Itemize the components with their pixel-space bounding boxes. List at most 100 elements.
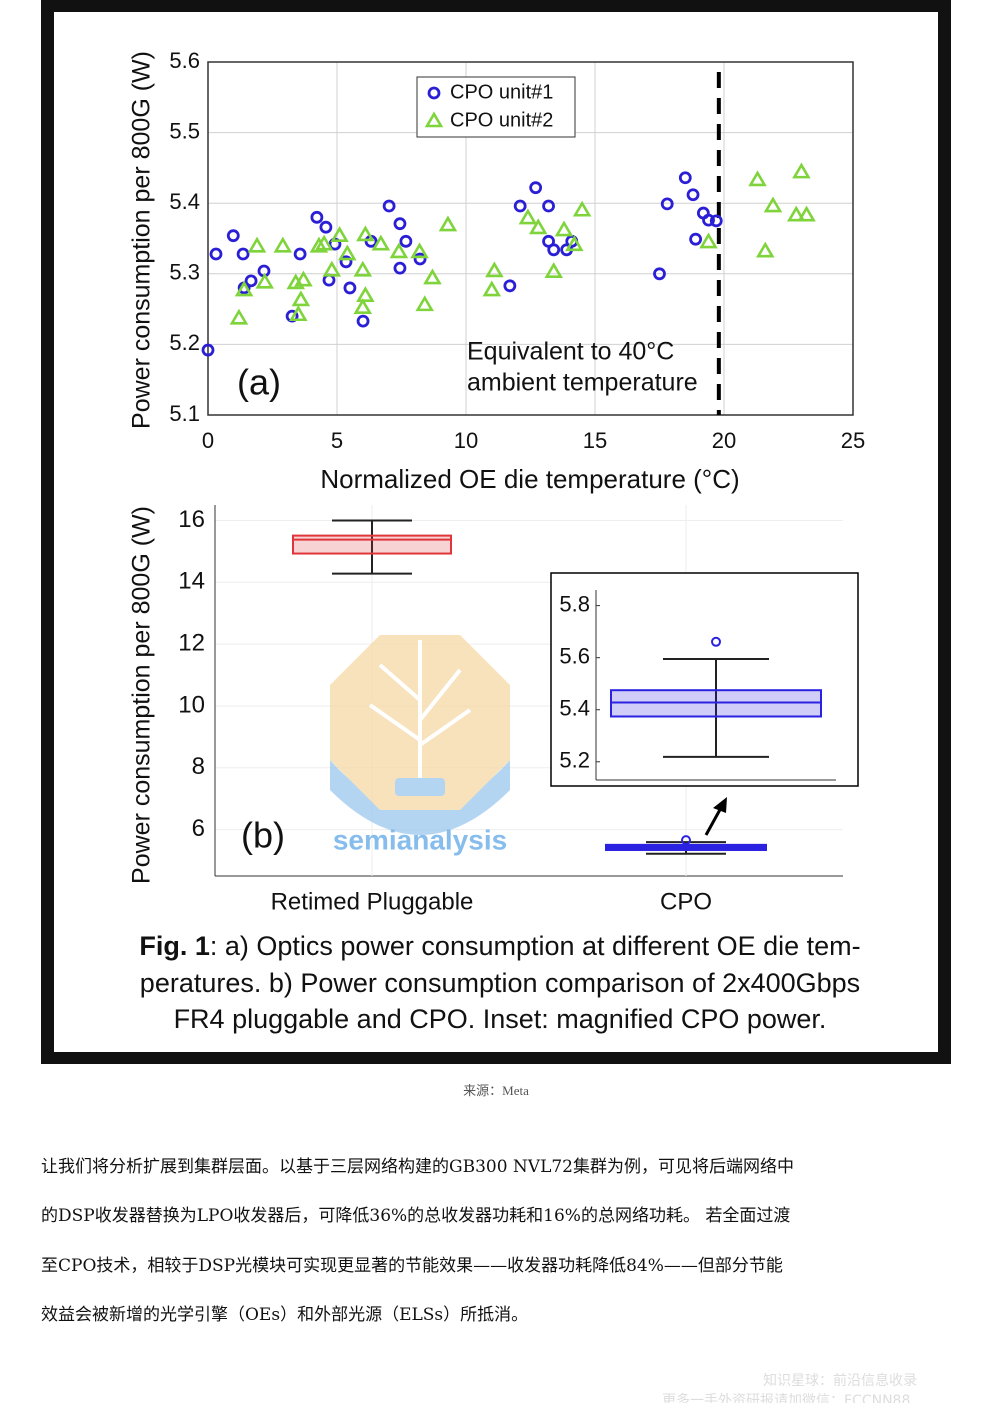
point	[356, 225, 375, 242]
x-axis-label: Normalized OE die temperature (°C)	[320, 464, 739, 494]
point	[322, 260, 342, 277]
panel-label: (a)	[237, 362, 281, 403]
point	[309, 236, 329, 253]
y-tick-label: 12	[178, 629, 205, 656]
panel-label: (b)	[241, 815, 285, 856]
paragraph-line: 效益会被新增的光学引擎（OEs）和外部光源（ELSs）所抵消。	[41, 1305, 529, 1325]
point	[353, 298, 373, 314]
y-axis-label: Power consumption per 800G (W)	[128, 506, 156, 884]
point	[565, 235, 584, 252]
x-tick-label: 20	[712, 428, 736, 453]
point	[273, 236, 293, 253]
point	[513, 199, 527, 213]
point	[415, 295, 434, 312]
point	[410, 242, 429, 259]
y-tick-label: 8	[192, 753, 205, 780]
x-tick-label: 15	[583, 428, 607, 453]
logo: semianalysis	[330, 635, 510, 855]
point	[709, 214, 723, 228]
point	[289, 305, 308, 322]
annotation: ambient temperature	[467, 369, 698, 397]
point	[797, 205, 816, 222]
point	[786, 205, 806, 222]
point	[330, 226, 349, 242]
point	[338, 244, 357, 261]
point	[201, 343, 215, 357]
figure-panel	[54, 12, 938, 1052]
point	[293, 247, 307, 261]
point	[236, 247, 250, 261]
point	[310, 210, 324, 224]
caption-line: Fig. 1: a) Optics power consumption at d…	[139, 931, 860, 961]
x-tick-label: Retimed Pluggable	[271, 888, 474, 915]
point	[518, 208, 538, 225]
caption-line: peratures. b) Power consumption comparis…	[140, 968, 860, 998]
point	[792, 162, 811, 179]
y-tick-label: 5.2	[169, 330, 200, 355]
point	[209, 247, 223, 261]
caption-label: Fig. 1	[139, 931, 210, 961]
y-tick-label: 16	[178, 506, 205, 533]
watermark: 知识星球：前沿信息收录	[763, 1373, 917, 1389]
x-tick-label: 25	[841, 428, 865, 453]
point	[702, 213, 715, 227]
point	[482, 280, 502, 297]
point	[371, 234, 391, 251]
y-tick-label: 5.4	[169, 189, 200, 214]
point	[229, 308, 249, 325]
point	[423, 268, 442, 285]
y-tick-label: 10	[178, 691, 205, 718]
caption-text: : a) Optics power consumption at differe…	[210, 931, 861, 961]
y-tick-label: 6	[192, 815, 205, 842]
point	[244, 274, 258, 288]
point	[748, 170, 767, 187]
y-axis-label: Power consumption per 800G (W)	[128, 51, 156, 429]
legend-label: CPO unit#1	[450, 81, 553, 103]
source: 来源：Meta	[463, 1083, 529, 1098]
point	[689, 232, 703, 246]
point	[226, 229, 240, 243]
point	[653, 267, 666, 281]
point	[763, 196, 783, 213]
logo-base	[395, 778, 445, 796]
logo-circuit	[368, 640, 472, 778]
point	[554, 220, 574, 237]
point	[356, 314, 370, 328]
point	[389, 242, 409, 259]
inset-y-tick-label: 5.8	[559, 591, 590, 616]
point	[528, 218, 548, 235]
y-tick-label: 14	[178, 568, 205, 595]
inset-arrow-head	[713, 797, 727, 813]
point	[247, 236, 267, 253]
inset-y-tick-label: 5.6	[559, 643, 590, 668]
point	[294, 270, 313, 287]
watermark: 更多一手外资研报请加微信：FCCNN88	[662, 1393, 911, 1403]
plot-frame	[207, 61, 854, 416]
legend-box	[416, 76, 576, 138]
x-tick-label: 10	[454, 428, 478, 453]
legend-marker	[424, 111, 444, 128]
legend-label: CPO unit#2	[450, 109, 553, 131]
point	[234, 280, 254, 297]
logo-bowl	[330, 760, 510, 835]
point	[291, 290, 311, 307]
point	[542, 199, 555, 213]
x-tick-label: 0	[202, 428, 214, 453]
legend-marker	[427, 86, 441, 100]
y-tick-label: 5.3	[169, 260, 200, 285]
inset-frame	[550, 572, 859, 787]
point	[529, 181, 543, 195]
point	[438, 215, 458, 232]
inset-y-tick-label: 5.4	[559, 696, 590, 721]
caption-line: FR4 pluggable and CPO. Inset: magnified …	[174, 1004, 827, 1034]
point	[393, 261, 407, 275]
point	[314, 234, 334, 251]
point	[393, 217, 407, 231]
point	[285, 309, 299, 323]
point	[699, 232, 718, 249]
point	[413, 252, 427, 266]
point	[660, 197, 674, 211]
point	[485, 261, 504, 278]
box	[292, 534, 452, 555]
point	[343, 281, 357, 295]
